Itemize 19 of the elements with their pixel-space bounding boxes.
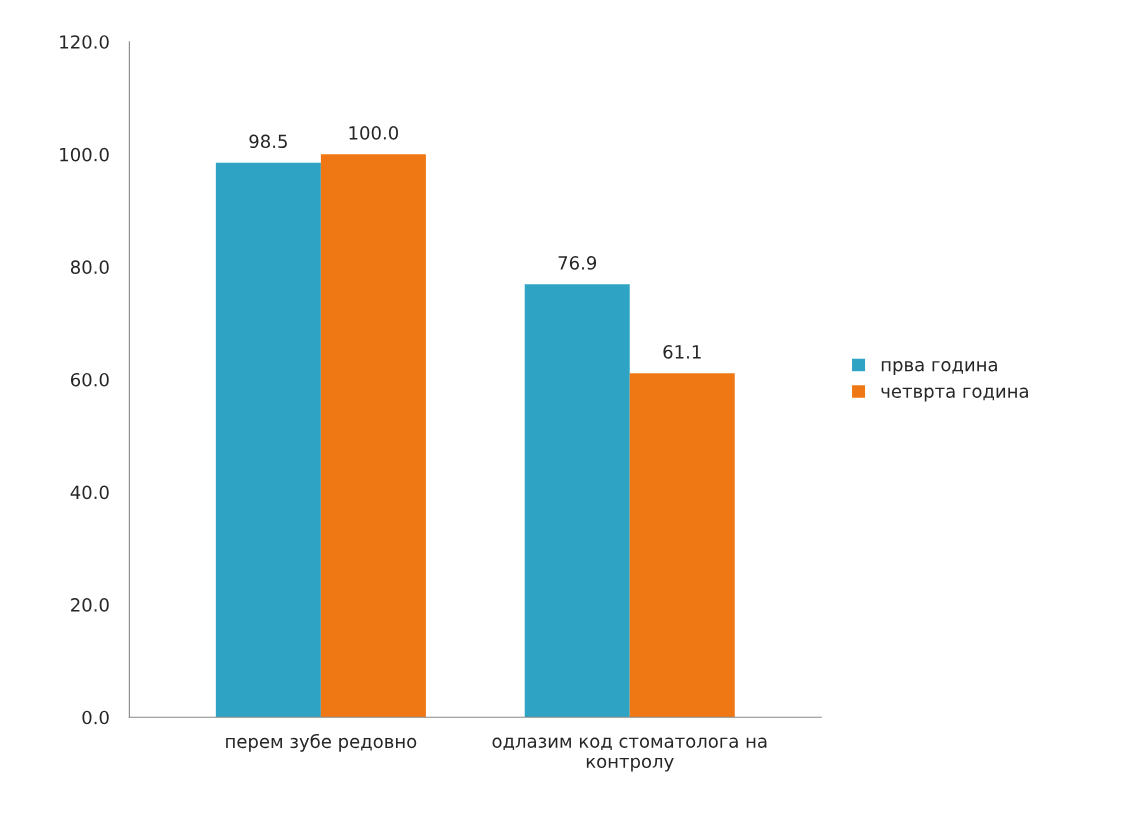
y-tick-label: 0.0 [82, 710, 109, 725]
y-tick-label: 60.0 [70, 372, 109, 387]
legend-label: прва година [881, 361, 997, 375]
y-tick-label: 20.0 [71, 598, 109, 612]
bar [215, 162, 321, 718]
y-tick-label: 80.0 [70, 260, 109, 274]
y-tick-label: 120.0 [60, 35, 109, 49]
bar [320, 154, 426, 718]
data-label: 98.5 [249, 134, 287, 149]
x-tick-label: перем зубе редовно [226, 733, 417, 752]
y-tick-label: 40.0 [70, 485, 109, 500]
y-tick-label: 100.0 [60, 147, 109, 162]
bar [629, 373, 735, 718]
data-label: 61.1 [663, 345, 701, 359]
data-label: 100.0 [349, 126, 399, 140]
data-label: 76.9 [558, 256, 597, 270]
bar [524, 284, 630, 718]
x-tick-label: одлазим код стоматолога на контролу [492, 737, 767, 772]
legend-label: четврта година [881, 387, 1028, 402]
